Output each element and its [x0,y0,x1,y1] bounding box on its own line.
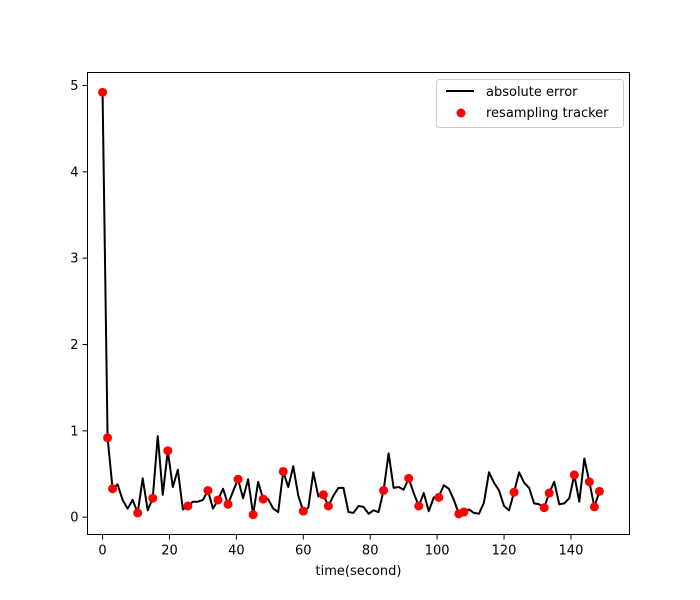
y-tick-label: 1 [70,424,78,439]
y-tick-label: 4 [70,165,78,180]
resampling-tracker-point [213,495,223,505]
legend: absolute error resampling tracker [436,79,624,128]
x-tick-label: 120 [492,544,517,559]
legend-label-resampling-tracker: resampling tracker [486,106,609,121]
resampling-tracker-point [203,485,213,495]
resampling-tracker-point [594,486,604,496]
x-tick-label: 0 [98,544,106,559]
x-tick-label: 20 [161,544,178,559]
resampling-tracker-point [163,446,173,456]
resampling-tracker-point [183,501,193,511]
resampling-tracker-point [539,503,549,513]
y-tick-label: 0 [70,511,78,526]
resampling-tracker-point [584,477,594,487]
legend-scatter-swatch [456,108,466,118]
resampling-tracker-point [148,493,158,503]
legend-label-absolute-error: absolute error [486,85,578,100]
x-tick-label: 140 [559,544,584,559]
resampling-tracker-point [569,470,579,480]
resampling-tracker-point [108,484,118,494]
y-tick-label: 2 [70,338,78,353]
ticks-layer: 0 20 40 60 80 100 120 140 0 1 2 3 4 5 [70,79,583,559]
x-tick-label: 40 [228,544,245,559]
resampling-tracker-point [98,87,108,97]
resampling-tracker-point [544,488,554,498]
plot-frame [87,72,630,535]
resampling-tracker-point [323,501,333,511]
resampling-tracker-point [223,499,233,509]
y-tick-label: 5 [70,79,78,94]
resampling-tracker-point [278,466,288,476]
resampling-tracker-point [248,510,258,520]
legend-box [436,79,624,128]
x-axis-label: time(second) [316,564,402,579]
x-tick-label: 60 [295,544,312,559]
resampling-tracker-point [133,508,143,518]
resampling-tracker-point [298,506,308,516]
resampling-tracker-point [379,485,389,495]
resampling-tracker-point [258,494,268,504]
resampling-tracker-point [589,502,599,512]
resampling-tracker-point [233,474,243,484]
resampling-tracker-point [434,492,444,502]
x-tick-label: 80 [362,544,379,559]
resampling-tracker-point [459,507,469,517]
resampling-tracker-point [103,433,113,443]
resampling-tracker-point [404,473,414,483]
x-tick-label: 100 [425,544,450,559]
resampling-tracker-point [509,487,519,497]
y-tick-label: 3 [70,252,78,267]
resampling-tracker-point [318,490,328,500]
plot-layer [98,87,604,520]
absolute-error-line [101,92,601,516]
resampling-tracker-point [414,501,424,511]
